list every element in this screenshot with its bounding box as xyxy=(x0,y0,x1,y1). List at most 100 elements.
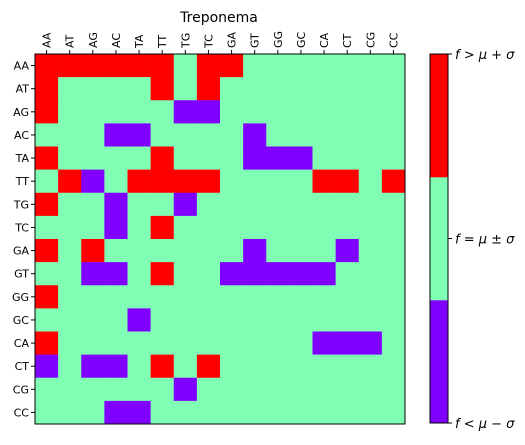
heatmap-cell xyxy=(266,377,290,402)
x-tick-label: CT xyxy=(341,33,354,48)
heatmap-cell xyxy=(381,169,406,194)
heatmap-cell xyxy=(173,354,198,379)
heatmap-cell xyxy=(220,331,244,355)
heatmap-cell xyxy=(220,215,244,240)
heatmap-cell xyxy=(220,169,244,194)
heatmap-cell xyxy=(104,54,128,78)
heatmap-cell xyxy=(358,400,383,425)
y-tick-label: GT xyxy=(14,268,29,281)
x-tick-label: CA xyxy=(318,32,331,48)
heatmap-cell xyxy=(81,192,105,217)
heatmap-cell xyxy=(173,169,198,194)
heatmap-cell xyxy=(289,308,313,332)
heatmap-cell xyxy=(220,308,244,332)
heatmap-cell xyxy=(58,123,82,147)
heatmap-cell xyxy=(220,77,244,101)
heatmap-cell xyxy=(58,354,82,379)
x-tick-label: GA xyxy=(226,31,239,48)
heatmap-cell xyxy=(150,354,175,379)
heatmap-cell xyxy=(35,100,59,124)
heatmap-cell xyxy=(173,239,198,263)
heatmap-cell xyxy=(358,285,383,309)
heatmap-cell xyxy=(335,354,360,379)
heatmap-cell xyxy=(81,400,105,425)
heatmap-cell xyxy=(289,377,313,402)
heatmap-cell xyxy=(312,54,336,78)
y-tick-label: GG xyxy=(12,291,29,304)
heatmap-cell xyxy=(243,192,267,217)
heatmap-cell xyxy=(35,54,59,78)
heatmap-cell xyxy=(58,146,82,170)
heatmap-cell xyxy=(243,331,267,355)
heatmap-cell xyxy=(173,146,198,170)
heatmap-cell xyxy=(335,100,360,124)
heatmap-cell xyxy=(150,123,175,147)
heatmap-cell xyxy=(150,215,175,240)
heatmap-cell xyxy=(266,239,290,263)
x-tick-label: AT xyxy=(64,34,77,48)
heatmap-cell xyxy=(196,77,221,101)
heatmap-cell xyxy=(335,77,360,101)
heatmap-cell xyxy=(335,331,360,355)
heatmap-cell xyxy=(196,262,221,286)
heatmap-cell xyxy=(381,54,406,78)
heatmap-cell xyxy=(150,239,175,263)
heatmap-cell xyxy=(127,285,151,309)
heatmap-cell xyxy=(127,123,151,147)
heatmap-cell xyxy=(104,100,128,124)
heatmap-cell xyxy=(289,331,313,355)
heatmap-cell xyxy=(150,400,175,425)
heatmap-cell xyxy=(289,100,313,124)
heatmap-cell xyxy=(243,100,267,124)
heatmap-cell xyxy=(104,123,128,147)
heatmap-cell xyxy=(196,239,221,263)
heatmap-cell xyxy=(289,400,313,425)
x-tick-label: AC xyxy=(110,33,123,48)
heatmap-cell xyxy=(150,331,175,355)
heatmap-cell xyxy=(335,239,360,263)
heatmap-cell xyxy=(381,123,406,147)
heatmap-cell xyxy=(196,192,221,217)
heatmap-cell xyxy=(220,192,244,217)
heatmap-cell xyxy=(104,308,128,332)
heatmap-cell xyxy=(81,262,105,286)
heatmap-cell xyxy=(243,354,267,379)
heatmap-cell xyxy=(335,169,360,194)
y-tick-label: AC xyxy=(14,129,29,142)
heatmap-cell xyxy=(243,123,267,147)
heatmap-cell xyxy=(104,377,128,402)
heatmap-cell xyxy=(196,54,221,78)
heatmap-cell xyxy=(196,215,221,240)
y-tick-label: TG xyxy=(13,198,29,211)
x-tick-label: CG xyxy=(364,32,377,48)
y-tick-label: CA xyxy=(14,337,30,350)
heatmap-cell xyxy=(220,123,244,147)
heatmap-cell xyxy=(358,308,383,332)
heatmap-cell xyxy=(81,239,105,263)
heatmap-cell xyxy=(220,262,244,286)
heatmap-cell xyxy=(35,123,59,147)
heatmap-cell xyxy=(312,400,336,425)
heatmap-cell xyxy=(266,146,290,170)
y-tick-label: AA xyxy=(14,60,30,73)
heatmap-cell xyxy=(35,377,59,402)
heatmap-cell xyxy=(312,239,336,263)
heatmap-cell xyxy=(173,192,198,217)
heatmap-cell xyxy=(289,354,313,379)
heatmap-cell xyxy=(358,331,383,355)
heatmap-cell xyxy=(127,54,151,78)
heatmap-cell xyxy=(289,169,313,194)
heatmap-cell xyxy=(381,377,406,402)
heatmap-cell xyxy=(358,215,383,240)
x-tick-label: TT xyxy=(156,34,169,49)
x-tick-label: GG xyxy=(272,31,285,48)
x-tick-label: AA xyxy=(41,32,54,48)
heatmap-cell xyxy=(358,100,383,124)
heatmap-cell xyxy=(81,215,105,240)
heatmap-cell xyxy=(127,146,151,170)
heatmap-cell xyxy=(81,123,105,147)
y-tick-label: AT xyxy=(16,83,30,96)
heatmap-cell xyxy=(127,100,151,124)
x-tick-label: CC xyxy=(387,32,400,48)
heatmap-cell xyxy=(335,400,360,425)
